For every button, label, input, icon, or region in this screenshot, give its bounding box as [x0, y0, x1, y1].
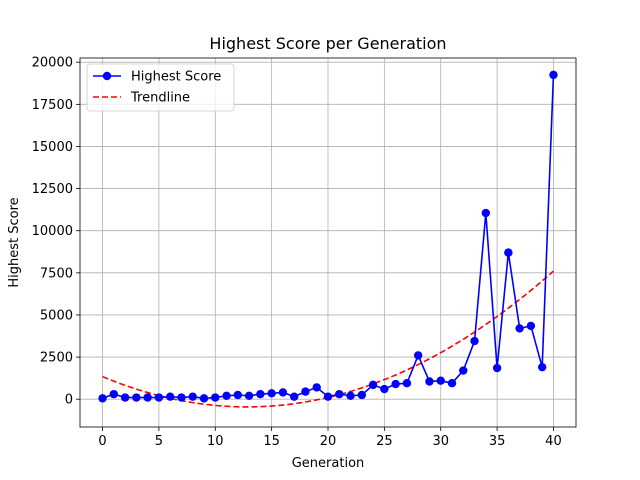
data-point [244, 391, 254, 401]
data-point [109, 389, 119, 399]
data-point [256, 389, 265, 399]
data-point [154, 393, 164, 402]
data-point [98, 394, 107, 403]
data-point [346, 391, 355, 401]
x-tick-label: 40 [545, 434, 562, 449]
data-point [413, 351, 423, 360]
data-point [402, 378, 412, 388]
x-axis-label: Generation [292, 456, 365, 471]
data-point [459, 366, 468, 375]
data-point [368, 380, 378, 390]
axis-ticks: 0 5 10 15 20 25 30 35 40 0 2500 5000 7500 10000 12500 1… [32, 56, 562, 449]
chart-title: Highest Score per Generation [209, 34, 446, 53]
data-point [436, 376, 445, 385]
x-tick-label: 30 [432, 434, 449, 449]
data-point [199, 394, 209, 403]
data-point [143, 393, 152, 402]
legend-label-trendline: Trendline [130, 91, 190, 106]
data-point [537, 362, 547, 372]
data-point [549, 70, 558, 80]
x-tick-label: 20 [320, 434, 337, 449]
data-point [312, 383, 321, 392]
data-point [222, 391, 231, 401]
y-axis-label: Highest Score [7, 197, 22, 287]
y-tick-label: 10000 [32, 224, 73, 239]
series-layer [98, 70, 558, 408]
data-point [492, 363, 502, 373]
x-tick-label: 0 [98, 434, 106, 449]
data-point [335, 389, 344, 399]
legend-box [86, 63, 235, 112]
y-tick-label: 5000 [40, 308, 73, 323]
data-point [391, 379, 400, 389]
data-point [120, 393, 130, 402]
x-tick-label: 35 [489, 434, 506, 449]
data-point [357, 390, 367, 400]
x-tick-label: 10 [207, 434, 224, 449]
data-point [447, 378, 457, 388]
y-tick-label: 0 [65, 393, 73, 408]
data-point [380, 384, 389, 394]
y-tick-label: 20000 [32, 56, 73, 71]
data-point [526, 321, 536, 331]
data-point [481, 208, 491, 218]
y-tick-label: 15000 [32, 140, 73, 155]
data-point [233, 390, 243, 400]
y-tick-label: 17500 [32, 98, 73, 113]
y-tick-label: 2500 [40, 351, 73, 366]
x-tick-label: 25 [376, 434, 393, 449]
data-point [515, 324, 524, 333]
data-point [177, 393, 186, 402]
data-point [301, 387, 310, 396]
legend: Highest Score Trendline [86, 63, 235, 112]
y-tick-label: 12500 [32, 182, 73, 197]
data-point [504, 248, 513, 257]
data-point [278, 388, 288, 397]
x-tick-label: 15 [263, 434, 280, 449]
data-point [289, 392, 299, 401]
data-point [470, 336, 479, 346]
data-point [425, 377, 434, 386]
data-point [165, 392, 175, 401]
legend-marker-highest-score [102, 71, 112, 81]
y-tick-label: 7500 [40, 266, 73, 281]
legend-label-highest-score: Highest Score [131, 70, 221, 85]
data-point [211, 393, 220, 402]
data-point [323, 392, 333, 401]
data-point [267, 389, 276, 398]
x-tick-label: 5 [155, 434, 163, 449]
data-point [188, 392, 197, 401]
data-point [132, 393, 141, 402]
